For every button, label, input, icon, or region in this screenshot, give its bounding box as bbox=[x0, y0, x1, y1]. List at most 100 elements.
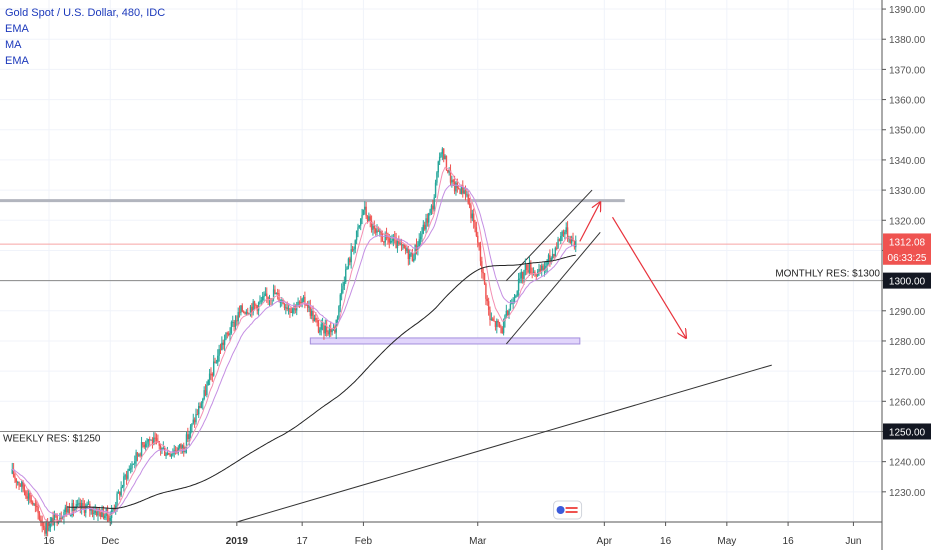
candle-body bbox=[358, 225, 361, 228]
candle-body bbox=[217, 355, 219, 363]
candle-body bbox=[485, 283, 487, 299]
candle-body bbox=[108, 516, 110, 521]
candle-body bbox=[161, 448, 163, 450]
candle-body bbox=[134, 461, 136, 464]
indicator-ema-2[interactable]: EMA bbox=[5, 55, 29, 67]
badge-stripe-icon bbox=[565, 511, 578, 513]
candle-body bbox=[196, 414, 199, 416]
candle-body bbox=[445, 155, 448, 171]
candle-body bbox=[331, 329, 333, 333]
y-tick-label: 1370.00 bbox=[889, 65, 926, 76]
candle-body bbox=[240, 305, 242, 313]
candle-body bbox=[508, 310, 510, 316]
candle-body bbox=[251, 306, 253, 313]
candle-body bbox=[304, 297, 306, 305]
candle-body bbox=[335, 320, 337, 333]
candle-body bbox=[472, 213, 475, 223]
candle-body bbox=[489, 309, 491, 320]
candle-body bbox=[432, 205, 434, 210]
candle-body bbox=[263, 295, 265, 297]
candle-body bbox=[443, 148, 445, 160]
candle-body bbox=[147, 439, 150, 442]
candle-body bbox=[162, 447, 165, 449]
candle-body bbox=[19, 485, 22, 487]
candle-body bbox=[554, 247, 557, 257]
candle-body bbox=[526, 264, 528, 270]
candle-body bbox=[357, 227, 359, 231]
event-badge bbox=[553, 500, 583, 520]
candle-body bbox=[343, 282, 346, 286]
y-tick-label: 1350.00 bbox=[889, 126, 926, 137]
candle-body bbox=[230, 322, 233, 333]
weekly-res-label: WEEKLY RES: $1250 bbox=[3, 433, 101, 444]
candle-body bbox=[97, 509, 99, 516]
candle-body bbox=[242, 311, 245, 313]
candle-body bbox=[241, 305, 243, 312]
candle-body bbox=[70, 514, 72, 516]
x-tick-label: May bbox=[717, 536, 736, 547]
candle-body bbox=[275, 292, 278, 295]
candle-body bbox=[36, 506, 38, 508]
candle-body bbox=[128, 468, 131, 471]
candle-body bbox=[492, 318, 494, 321]
candle-body bbox=[116, 493, 118, 506]
candle-body bbox=[155, 438, 158, 441]
candle-body bbox=[51, 518, 53, 522]
candle-body bbox=[106, 508, 109, 517]
candle-body bbox=[165, 455, 167, 457]
candle-body bbox=[276, 292, 279, 294]
candle-body bbox=[138, 454, 140, 456]
candle-body bbox=[236, 320, 238, 322]
monthly-res-tag: 1300.00 bbox=[889, 277, 926, 288]
indicator-ema-1[interactable]: EMA bbox=[5, 23, 29, 35]
candle-body bbox=[129, 468, 132, 470]
candle-body bbox=[76, 503, 79, 505]
y-tick-label: 1230.00 bbox=[889, 488, 926, 499]
candle-body bbox=[11, 469, 13, 474]
candle-body bbox=[398, 239, 400, 244]
candle-body bbox=[562, 231, 565, 235]
candle-body bbox=[406, 248, 408, 252]
candle-body bbox=[63, 512, 65, 518]
indicator-ma[interactable]: MA bbox=[5, 39, 22, 51]
candle-body bbox=[513, 297, 516, 303]
candle-body bbox=[411, 252, 414, 262]
candle-body bbox=[142, 442, 144, 445]
candle-body bbox=[566, 227, 569, 239]
candle-body bbox=[558, 239, 561, 242]
candle-body bbox=[132, 463, 135, 465]
chart-legend: Gold Spot / U.S. Dollar, 480, IDC EMA MA… bbox=[5, 5, 165, 69]
candle-body bbox=[528, 263, 531, 273]
candle-body bbox=[74, 508, 76, 511]
channel-lower-line bbox=[505, 232, 601, 345]
channel-upper-line bbox=[505, 189, 593, 281]
candle-body bbox=[178, 444, 181, 448]
candle-body bbox=[272, 289, 275, 299]
candle-body bbox=[330, 328, 332, 333]
candle-body bbox=[545, 265, 547, 268]
x-tick-label: 16 bbox=[660, 536, 672, 547]
candle-body bbox=[438, 156, 441, 162]
candle-body bbox=[22, 481, 24, 489]
candle-body bbox=[497, 320, 499, 323]
candle-body bbox=[131, 464, 133, 469]
candle-body bbox=[324, 325, 327, 334]
chart-title[interactable]: Gold Spot / U.S. Dollar, 480, IDC bbox=[5, 7, 166, 19]
y-tick-label: 1390.00 bbox=[889, 5, 926, 16]
candle-body bbox=[350, 249, 352, 263]
candle-body bbox=[553, 253, 555, 257]
candle-body bbox=[468, 203, 471, 206]
candle-body bbox=[361, 214, 363, 219]
candle-body bbox=[206, 385, 208, 395]
candle-body bbox=[151, 439, 154, 445]
candle-body bbox=[64, 507, 67, 513]
candle-body bbox=[319, 329, 321, 333]
x-tick-label: 16 bbox=[43, 536, 55, 547]
candle-body bbox=[252, 301, 254, 313]
candle-body bbox=[214, 361, 216, 363]
candle-body bbox=[555, 247, 558, 249]
candle-body bbox=[547, 255, 550, 260]
candle-body bbox=[418, 239, 420, 247]
candle-body bbox=[496, 320, 498, 327]
candle-body bbox=[391, 240, 393, 242]
